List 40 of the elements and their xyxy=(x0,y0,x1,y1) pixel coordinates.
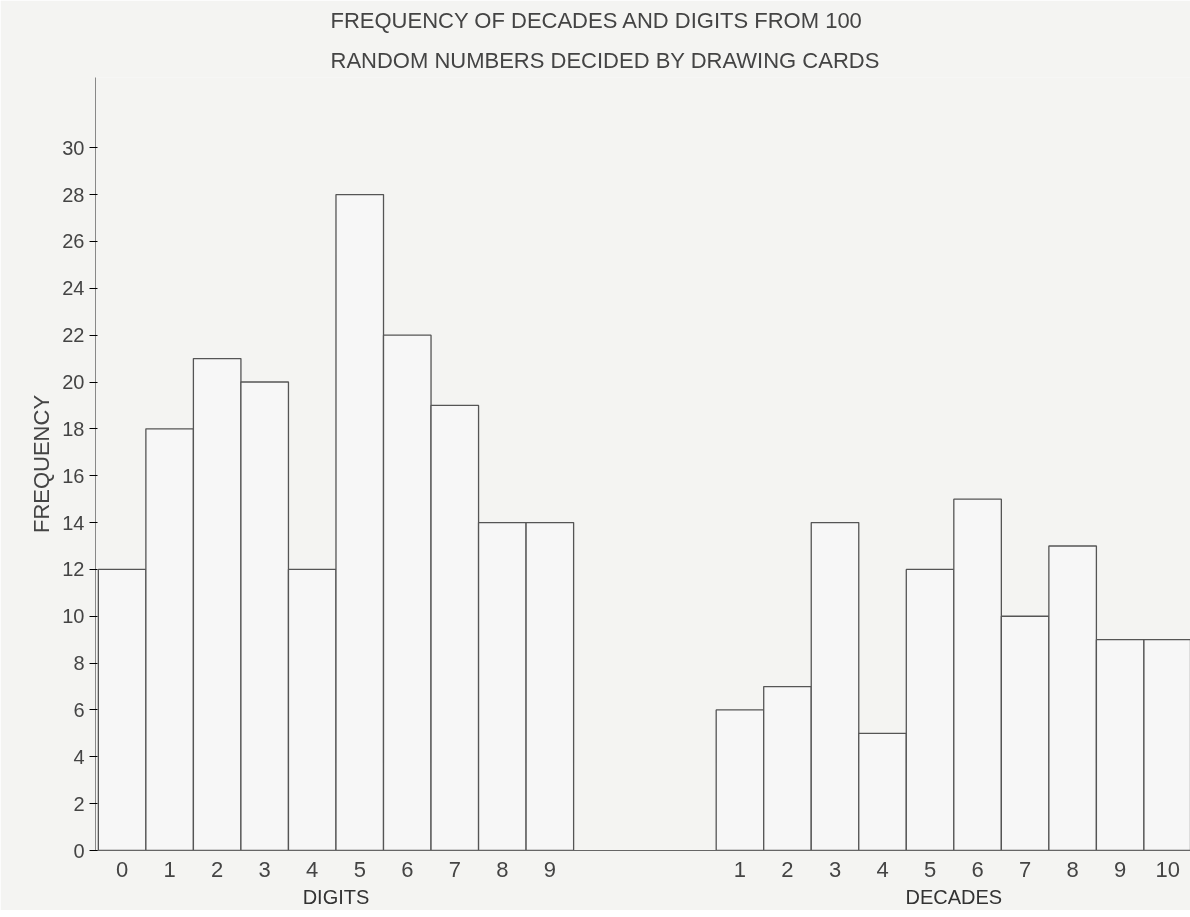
y-tick-label: 16 xyxy=(62,464,85,487)
y-tick-label: 4 xyxy=(73,745,85,768)
x-tick-label: 9 xyxy=(543,856,556,882)
x-tick-label: 9 xyxy=(1114,856,1127,882)
x-tick-label: 2 xyxy=(211,856,224,882)
y-tick-label: 14 xyxy=(62,511,85,534)
y-tick-label: 24 xyxy=(62,277,85,300)
y-tick-label: 8 xyxy=(73,652,85,675)
x-tick-label: 8 xyxy=(1066,856,1079,882)
x-tick-label: 5 xyxy=(923,856,937,882)
y-tick-label: 2 xyxy=(73,792,85,815)
x-tick-label: 7 xyxy=(448,856,461,882)
x-tick-label: 0 xyxy=(116,856,129,882)
y-tick-label: 20 xyxy=(62,371,85,394)
y-tick-label: 0 xyxy=(73,839,85,862)
x-axis-title: DIGITS xyxy=(302,885,370,908)
x-tick-label: 3 xyxy=(258,856,271,882)
x-tick-label: 1 xyxy=(163,856,176,882)
x-tick-label: 6 xyxy=(401,856,414,882)
y-tick-label: 22 xyxy=(62,324,85,347)
x-tick-label: 10 xyxy=(1155,856,1180,882)
y-tick-label: 26 xyxy=(62,230,85,253)
x-tick-label: 1 xyxy=(733,856,747,882)
text: DECADES xyxy=(905,885,1003,908)
x-tick-label: 4 xyxy=(306,856,319,882)
y-tick-label: 10 xyxy=(62,605,85,628)
x-tick-label: 5 xyxy=(353,856,366,882)
y-tick-label: 12 xyxy=(62,558,85,581)
y-tick-label: 30 xyxy=(62,136,85,159)
x-tick-label: 2 xyxy=(781,856,794,882)
x-tick-label: 6 xyxy=(971,856,984,882)
y-tick-label: 18 xyxy=(62,417,85,440)
y-axis-title: FREQUENCY xyxy=(29,394,55,534)
y-tick-label: 28 xyxy=(62,183,85,206)
x-tick-label: 8 xyxy=(496,856,509,882)
x-tick-label: 3 xyxy=(828,856,842,882)
y-tick-label: 6 xyxy=(73,698,85,721)
x-tick-label: 7 xyxy=(1018,856,1032,882)
chart-title: FREQUENCY OF DECADES AND DIGITS FROM 100 RANDOM NUMBERS DECIDED BY DRAWING CARDS xyxy=(330,7,880,73)
x-tick-label: 4 xyxy=(876,856,889,882)
